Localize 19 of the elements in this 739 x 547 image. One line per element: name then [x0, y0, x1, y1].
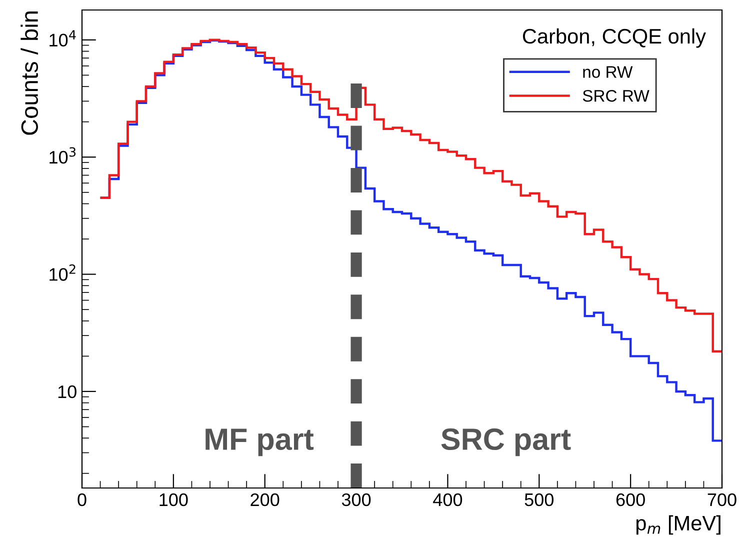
x-tick-label: 300 [342, 493, 371, 506]
legend-label: no RW [583, 66, 633, 78]
annotation: MF part [206, 428, 314, 456]
x-tick-label: 700 [708, 493, 736, 506]
y-tick-label: 10$^{2}$ [50, 264, 76, 281]
x-tick-label: 0 [78, 493, 86, 506]
y-tick-label: 10$^{3}$ [50, 147, 76, 164]
y-tick-label: 10$^{4}$ [50, 30, 76, 47]
y-tick-label: 10 [58, 385, 76, 398]
x-axis-title: p$_{m}$ [MeV] [636, 515, 720, 535]
x-tick-label: 400 [433, 493, 462, 506]
legend-label: SRC RW [582, 90, 650, 102]
text: Carbon, CCQE only [522, 28, 706, 48]
y-axis-title: Counts / bin [20, 12, 38, 135]
annotation: SRC part [441, 428, 571, 456]
x-tick-label: 600 [616, 493, 645, 506]
x-tick-label: 100 [160, 493, 188, 506]
x-tick-label: 200 [250, 493, 280, 506]
x-tick-label: 500 [524, 493, 554, 506]
